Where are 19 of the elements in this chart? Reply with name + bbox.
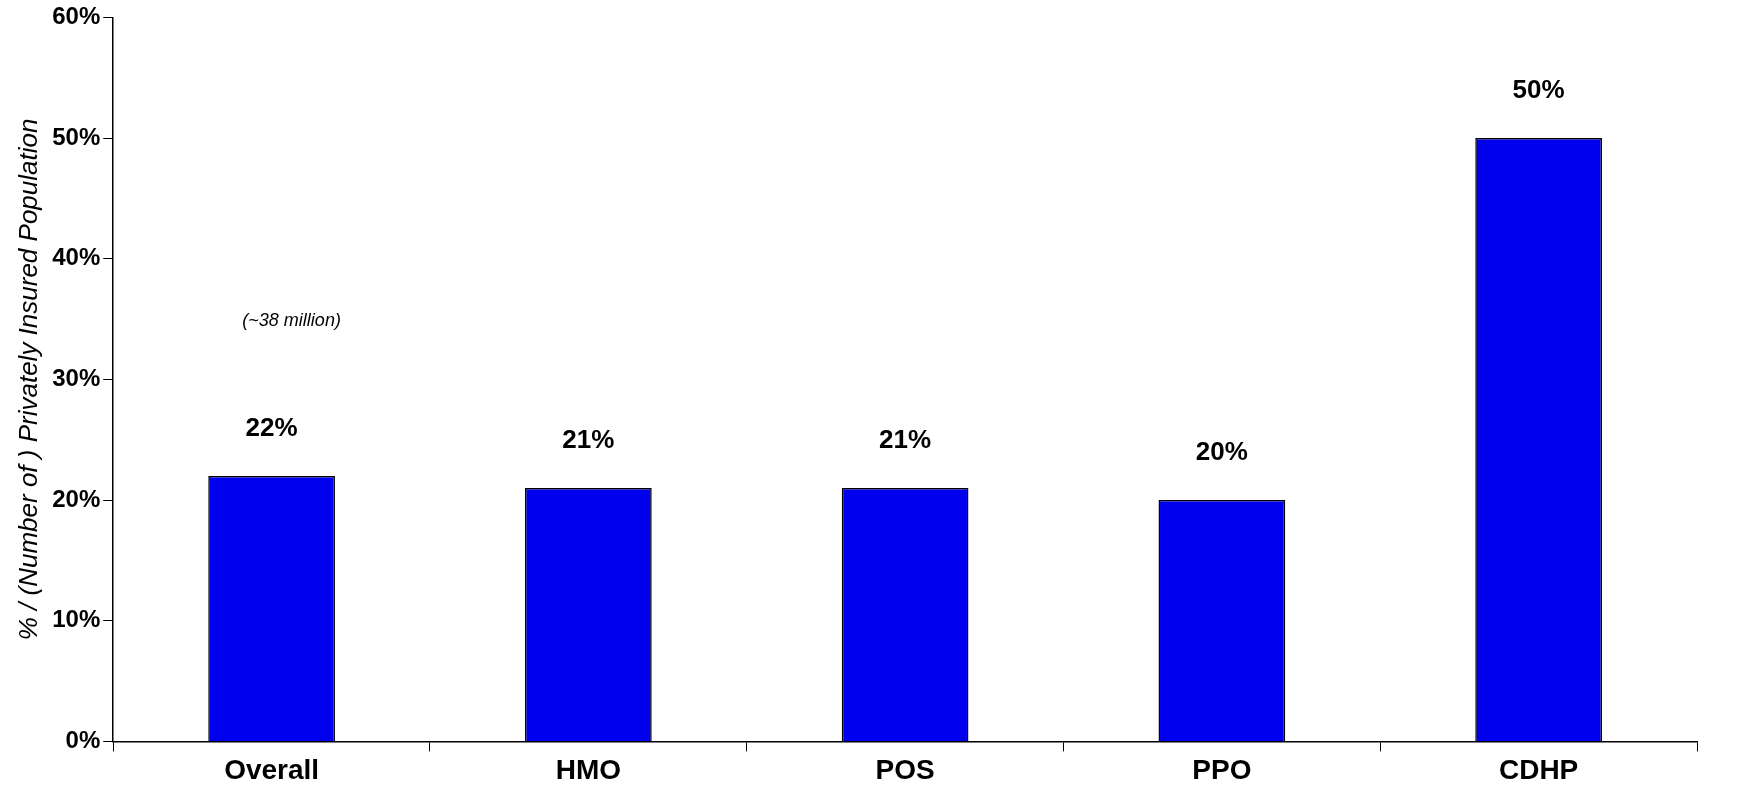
y-tick-label: 20% bbox=[52, 484, 101, 512]
y-tick-label: 0% bbox=[65, 726, 101, 754]
y-tick-label: 60% bbox=[52, 2, 101, 30]
y-tick-label: 50% bbox=[52, 122, 101, 150]
data-label: 21% bbox=[879, 424, 932, 455]
data-label: 22% bbox=[245, 412, 298, 443]
x-tick-label: PPO bbox=[1192, 753, 1252, 785]
x-tick-label: Overall bbox=[224, 753, 320, 785]
x-tick-label: POS bbox=[875, 753, 935, 785]
y-axis-title: % / (Number of ) Privately Insured Population bbox=[12, 118, 43, 641]
y-tick-label: 10% bbox=[52, 605, 101, 633]
data-label: 50% bbox=[1512, 74, 1565, 105]
x-tick-label: HMO bbox=[555, 753, 622, 785]
x-tick-label: CDHP bbox=[1498, 753, 1579, 785]
y-tick-label: 40% bbox=[52, 243, 101, 271]
data-label: 20% bbox=[1195, 436, 1248, 467]
y-tick-label: 30% bbox=[52, 364, 101, 392]
annotation: (~38 million) bbox=[242, 310, 341, 331]
data-label: 21% bbox=[562, 424, 615, 455]
